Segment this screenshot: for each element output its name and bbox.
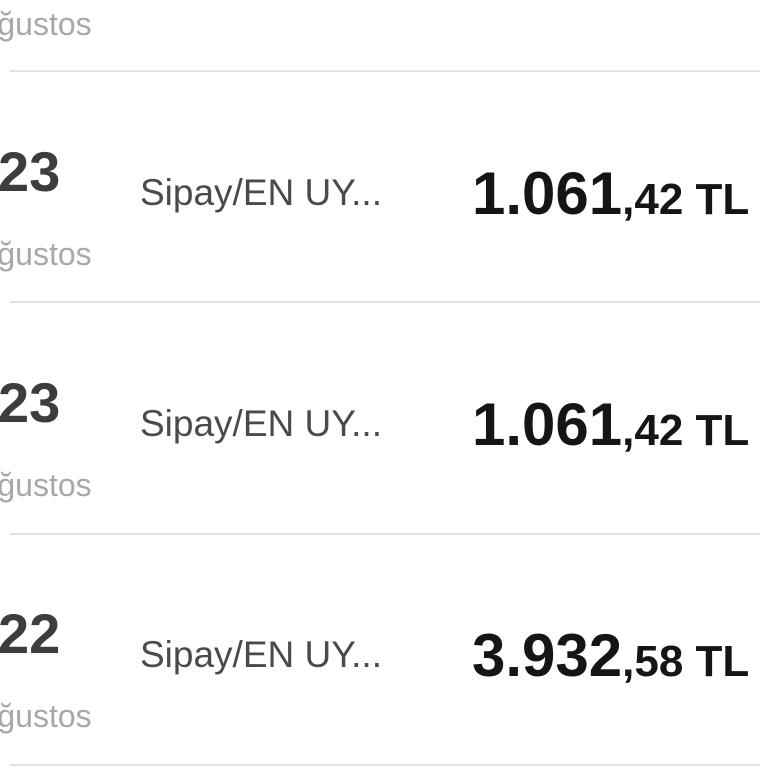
amount-fraction: ,42 TL — [622, 175, 750, 224]
divider — [10, 533, 760, 535]
transaction-day: 22 — [0, 602, 61, 665]
transaction-description: Sipay/EN UY... — [140, 403, 382, 444]
transaction-amount: 3.932,58 TL — [472, 626, 749, 686]
transaction-row[interactable]: 23 Ağustos Sipay/EN UY... 1.061,42 TL — [0, 22, 768, 271]
transaction-month: Ağustos — [0, 467, 92, 503]
amount-fraction: ,58 TL — [622, 637, 750, 686]
divider — [10, 301, 760, 303]
transaction-amount: 1.061,42 TL — [472, 164, 749, 224]
transaction-description: Sipay/EN UY... — [140, 172, 382, 213]
transaction-row[interactable]: Ağustos — [0, 0, 768, 40]
transaction-month: Ağustos — [0, 6, 92, 42]
divider — [10, 70, 760, 72]
amount-fraction: ,42 TL — [622, 406, 750, 455]
divider — [10, 764, 760, 766]
transaction-row[interactable]: 22 Ağustos Sipay/EN UY... 3.932,58 TL — [0, 484, 768, 733]
transaction-day: 23 — [0, 371, 61, 434]
amount-integer: 1.061 — [472, 160, 623, 227]
amount-integer: 3.932 — [472, 622, 623, 689]
transaction-month: Ağustos — [0, 236, 92, 272]
transaction-row[interactable]: 23 Ağustos Sipay/EN UY... 1.061,42 TL — [0, 253, 768, 502]
transaction-amount: 1.061,42 TL — [472, 395, 749, 455]
transaction-day: 23 — [0, 140, 61, 203]
transaction-description: Sipay/EN UY... — [140, 634, 382, 675]
amount-integer: 1.061 — [472, 391, 623, 458]
transaction-month: Ağustos — [0, 698, 92, 734]
